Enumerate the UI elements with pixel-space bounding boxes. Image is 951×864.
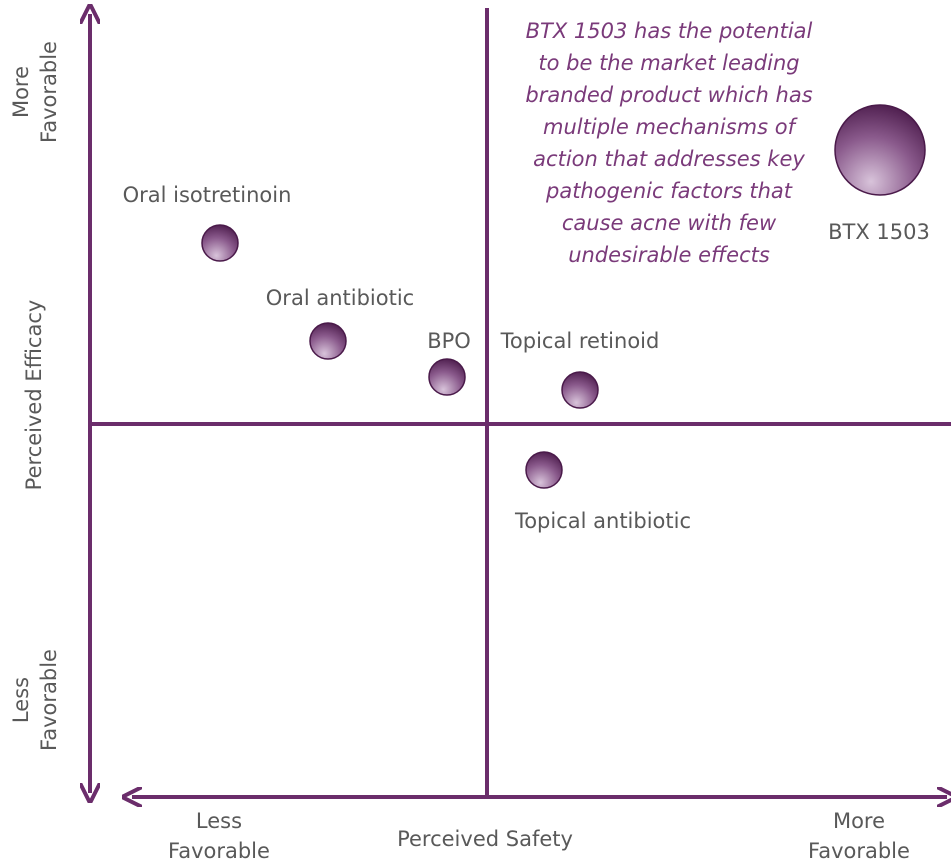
item-label: Oral antibiotic (266, 286, 414, 310)
bubble (561, 371, 599, 409)
y-bottom-label: Favorable (37, 649, 61, 751)
x-labels: Less Favorable Perceived Safety More Fav… (168, 809, 910, 863)
bubble (201, 224, 239, 262)
x-left-label: Less (196, 809, 242, 833)
annotation-line: BTX 1503 has the potential (526, 19, 813, 43)
bubble (428, 358, 466, 396)
y-top-label: More (9, 66, 33, 118)
bubble (834, 104, 926, 196)
item-label: BTX 1503 (828, 220, 930, 244)
bubble (309, 322, 347, 360)
y-labels: More Favorable Perceived Efficacy Less F… (9, 41, 61, 751)
y-bottom-label: Less (9, 677, 33, 723)
x-left-label: Favorable (168, 839, 270, 863)
items: Oral isotretinoin Oral antibiotic BPO To… (123, 104, 930, 533)
y-top-label: Favorable (37, 41, 61, 143)
x-right-label: Favorable (808, 839, 910, 863)
annotation-line: branded product which has (525, 83, 812, 107)
annotation-line: undesirable effects (568, 243, 770, 267)
item-label: Topical retinoid (500, 329, 660, 353)
annotation-line: to be the market leading (538, 51, 799, 75)
annotation-line: action that addresses key (533, 147, 805, 171)
annotation-line: multiple mechanisms of (543, 115, 799, 139)
x-right-label: More (833, 809, 885, 833)
item-label: Topical antibiotic (514, 509, 691, 533)
y-axis-title: Perceived Efficacy (22, 300, 46, 491)
bubble (525, 451, 563, 489)
x-axis-title: Perceived Safety (397, 827, 573, 851)
annotation: BTX 1503 has the potential to be the mark… (525, 19, 812, 267)
annotation-line: pathogenic factors that (545, 179, 793, 203)
item-label: BPO (427, 329, 471, 353)
item-label: Oral isotretinoin (123, 183, 292, 207)
annotation-line: cause acne with few (562, 211, 777, 235)
axes (90, 8, 951, 797)
